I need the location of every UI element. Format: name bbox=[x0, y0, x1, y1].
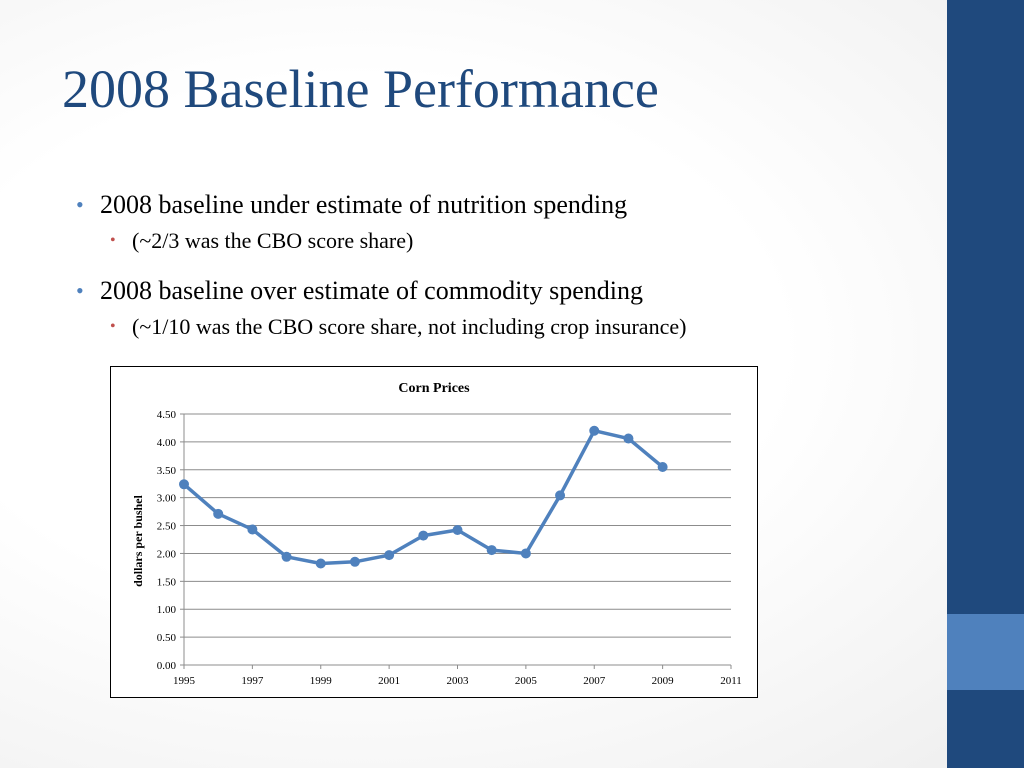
x-tick-label: 2001 bbox=[378, 675, 400, 687]
page-title: 2008 Baseline Performance bbox=[62, 59, 659, 119]
x-tick-label: 1995 bbox=[173, 675, 196, 687]
data-point bbox=[486, 545, 497, 556]
bullet-item: • 2008 baseline under estimate of nutrit… bbox=[76, 186, 936, 224]
sub-bullet-icon: • bbox=[110, 318, 116, 335]
data-point bbox=[418, 530, 429, 541]
data-point bbox=[384, 550, 395, 561]
y-tick-label: 1.50 bbox=[157, 576, 177, 588]
data-point bbox=[452, 525, 463, 536]
series-line bbox=[182, 428, 664, 566]
x-tick-label: 2003 bbox=[447, 675, 470, 687]
y-tick-label: 4.00 bbox=[157, 437, 177, 449]
data-point bbox=[315, 558, 326, 569]
sub-bullet-icon: • bbox=[110, 232, 116, 249]
chart-canvas: Corn Prices dollars per bushel 0.00 0.50 1… bbox=[131, 381, 742, 687]
data-point bbox=[247, 524, 258, 535]
data-point bbox=[589, 425, 600, 436]
data-point bbox=[520, 548, 531, 559]
data-point bbox=[213, 508, 224, 519]
y-axis-label: dollars per bushel bbox=[131, 494, 145, 586]
axes bbox=[180, 413, 732, 669]
y-tick-label: 2.00 bbox=[157, 548, 177, 560]
tick-labels: 0.00 0.50 1.00 1.50 2.00 2.50 3.00 3.50 4.00 4.50… bbox=[157, 409, 742, 687]
y-tick-label: 0.00 bbox=[157, 660, 177, 672]
data-point bbox=[657, 461, 668, 472]
bullet-list: • 2008 baseline under estimate of nutrit… bbox=[76, 186, 936, 358]
x-tick-label: 1997 bbox=[241, 675, 264, 687]
bullet-icon: • bbox=[76, 278, 84, 303]
series-points bbox=[179, 425, 668, 569]
y-tick-label: 1.00 bbox=[157, 604, 177, 616]
series-line-path bbox=[182, 428, 664, 566]
x-tick-label: 2007 bbox=[583, 675, 606, 687]
sub-bullet-item: • (~2/3 was the CBO score share) bbox=[110, 224, 936, 272]
x-tick-label: 1999 bbox=[310, 675, 333, 687]
y-tick-label: 4.50 bbox=[157, 409, 177, 421]
y-tick-label: 3.00 bbox=[157, 493, 177, 505]
bullet-text: 2008 baseline under estimate of nutritio… bbox=[100, 190, 628, 219]
sub-bullet-text: (~1/10 was the CBO score share, not incl… bbox=[132, 314, 687, 339]
y-tick-label: 3.50 bbox=[157, 465, 177, 477]
data-point bbox=[623, 433, 634, 444]
data-point bbox=[349, 556, 360, 567]
y-tick-label: 2.50 bbox=[157, 521, 177, 533]
bullet-item: • 2008 baseline over estimate of commodi… bbox=[76, 272, 936, 310]
data-point bbox=[281, 551, 292, 562]
x-tick-label: 2011 bbox=[720, 675, 742, 687]
corn-prices-chart: Corn Prices dollars per bushel 0.00 0.50 1… bbox=[110, 366, 758, 698]
right-accent-block bbox=[947, 614, 1024, 690]
sub-bullet-item: • (~1/10 was the CBO score share, not in… bbox=[110, 310, 936, 358]
bullet-icon: • bbox=[76, 192, 84, 217]
y-tick-label: 0.50 bbox=[157, 632, 177, 644]
chart-title: Corn Prices bbox=[398, 381, 470, 396]
sub-bullet-text: (~2/3 was the CBO score share) bbox=[132, 228, 414, 253]
x-tick-label: 2009 bbox=[652, 675, 675, 687]
bullet-text: 2008 baseline over estimate of commodity… bbox=[100, 276, 643, 305]
data-point bbox=[555, 490, 566, 501]
x-tick-label: 2005 bbox=[515, 675, 538, 687]
data-point bbox=[179, 479, 189, 490]
